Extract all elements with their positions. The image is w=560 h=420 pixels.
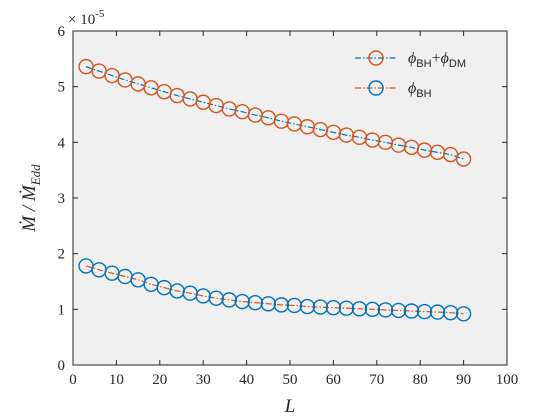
series-point	[299, 298, 316, 315]
x-tick-label: 20	[152, 372, 167, 388]
legend: ϕBH+ϕDM ϕBH	[355, 50, 466, 100]
series-point	[208, 290, 224, 306]
legend-marker	[368, 50, 384, 66]
series-point	[234, 293, 250, 310]
ticks-layer: 0 10 20 30 40 50 60 70 80 90 100 0 1 2 3 4 5 6	[58, 24, 519, 388]
legend-label: ϕBH	[408, 80, 432, 100]
series-point	[273, 297, 290, 313]
series-point	[455, 306, 472, 322]
legend-item-0: ϕBH+ϕDM	[355, 50, 466, 70]
x-tick-label: 0	[69, 372, 77, 388]
legend-item-1: ϕBH	[355, 80, 432, 100]
series-0	[78, 58, 472, 167]
series-point	[338, 300, 355, 316]
y-tick-label: 3	[58, 191, 66, 207]
series-point	[286, 297, 303, 314]
series-point	[260, 296, 276, 312]
series-point	[221, 292, 237, 308]
y-tick-label: 0	[58, 358, 66, 374]
x-tick-label: 70	[369, 372, 384, 388]
x-tick-label: 60	[326, 372, 341, 388]
series-point	[325, 299, 342, 316]
series-point	[377, 302, 394, 318]
y-tick-label: 1	[58, 302, 66, 318]
x-tick-label: 90	[456, 372, 471, 388]
y-tick-label: 2	[58, 247, 66, 263]
series-point	[364, 301, 381, 318]
series-point	[247, 294, 263, 311]
series-point	[442, 304, 459, 321]
series-point	[455, 151, 472, 167]
series-layer	[78, 58, 472, 322]
series-point	[312, 299, 329, 315]
x-tick-label: 100	[496, 372, 519, 388]
series-point	[429, 304, 446, 320]
y-axis-label-main: Ṁ / Ṁ	[19, 184, 40, 233]
series-1	[78, 258, 472, 322]
y-tick-label: 5	[58, 80, 66, 96]
y-axis-label-sub: Edd	[28, 164, 43, 186]
series-point	[351, 301, 368, 317]
legend-marker	[368, 80, 384, 96]
series-point	[390, 302, 407, 319]
y-axis-label: Ṁ / ṀEdd	[19, 164, 43, 233]
x-axis-label: L	[284, 396, 296, 417]
x-tick-label: 30	[196, 372, 211, 388]
x-tick-label: 50	[283, 372, 298, 388]
y-tick-label: 6	[58, 24, 66, 40]
plot-background	[73, 31, 507, 365]
exponent-base: × 10	[68, 12, 95, 28]
legend-label: ϕBH+ϕDM	[408, 50, 466, 70]
x-tick-label: 80	[413, 372, 428, 388]
y-tick-label: 4	[58, 135, 66, 151]
svg-text:Ṁ / ṀEdd: Ṁ / ṀEdd	[19, 164, 43, 233]
x-tick-label: 40	[239, 372, 254, 388]
series-point	[403, 303, 420, 319]
x-tick-label: 10	[109, 372, 124, 388]
exponent-label: × 10-5	[68, 8, 105, 28]
exponent-power: -5	[95, 8, 105, 20]
series-point	[416, 303, 433, 320]
